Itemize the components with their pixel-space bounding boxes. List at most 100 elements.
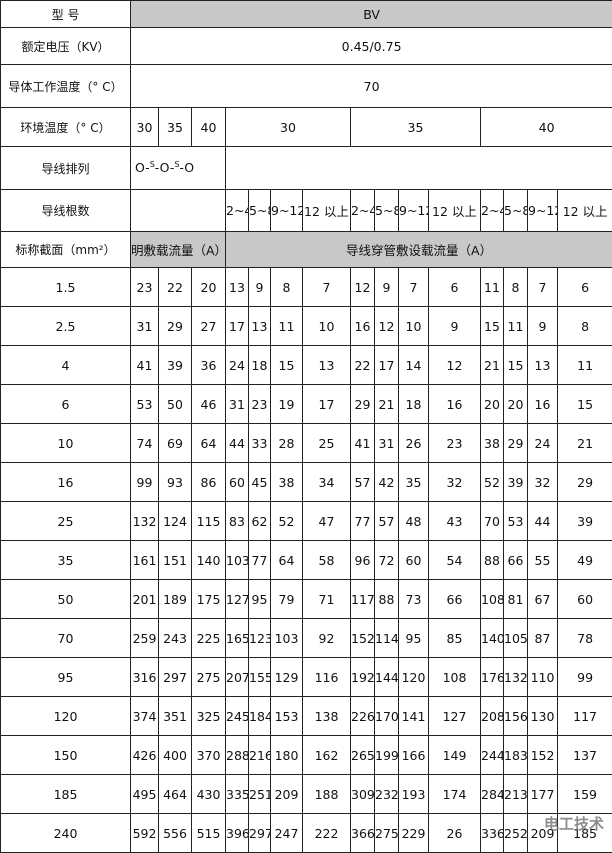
ampacity: 92 bbox=[303, 619, 351, 658]
ampacity: 35 bbox=[399, 463, 429, 502]
ampacity: 93 bbox=[159, 463, 192, 502]
ampacity: 32 bbox=[528, 463, 558, 502]
ampacity: 44 bbox=[528, 502, 558, 541]
ampacity: 45 bbox=[249, 463, 271, 502]
ampacity: 6 bbox=[558, 268, 612, 307]
ampacity: 141 bbox=[399, 697, 429, 736]
ampacity: 15 bbox=[481, 307, 504, 346]
wire-count: 2~4 bbox=[481, 190, 504, 232]
ampacity: 29 bbox=[351, 385, 375, 424]
ampacity: 60 bbox=[226, 463, 249, 502]
ampacity: 22 bbox=[351, 346, 375, 385]
row-label: 导线根数 bbox=[1, 190, 131, 232]
ampacity: 8 bbox=[504, 268, 528, 307]
ampacity: 275 bbox=[192, 658, 226, 697]
ampacity: 189 bbox=[159, 580, 192, 619]
ampacity: 174 bbox=[429, 775, 481, 814]
ampacity: 38 bbox=[481, 424, 504, 463]
ampacity: 29 bbox=[504, 424, 528, 463]
wire-count: 5~8 bbox=[375, 190, 399, 232]
ampacity: 12 bbox=[351, 268, 375, 307]
ampacity: 29 bbox=[159, 307, 192, 346]
pipe-header: 导线穿管敷设载流量（A） bbox=[226, 232, 612, 268]
ampacity: 14 bbox=[399, 346, 429, 385]
ampacity: 85 bbox=[429, 619, 481, 658]
ampacity: 149 bbox=[429, 736, 481, 775]
model: BV bbox=[131, 1, 612, 28]
ampacity: 50 bbox=[159, 385, 192, 424]
ampacity: 137 bbox=[558, 736, 612, 775]
section: 95 bbox=[1, 658, 131, 697]
ampacity: 64 bbox=[192, 424, 226, 463]
ampacity: 225 bbox=[192, 619, 226, 658]
ampacity: 166 bbox=[399, 736, 429, 775]
ampacity: 316 bbox=[131, 658, 159, 697]
ampacity: 105 bbox=[504, 619, 528, 658]
section: 240 bbox=[1, 814, 131, 853]
ampacity: 132 bbox=[131, 502, 159, 541]
section: 120 bbox=[1, 697, 131, 736]
ampacity: 9 bbox=[375, 268, 399, 307]
ampacity: 153 bbox=[271, 697, 303, 736]
wire-count: 9~12 bbox=[399, 190, 429, 232]
ampacity: 175 bbox=[192, 580, 226, 619]
ampacity: 130 bbox=[528, 697, 558, 736]
ampacity: 39 bbox=[504, 463, 528, 502]
ampacity: 21 bbox=[375, 385, 399, 424]
ampacity: 117 bbox=[351, 580, 375, 619]
wire-count: 12 以上 bbox=[558, 190, 612, 232]
ampacity: 23 bbox=[429, 424, 481, 463]
ampacity: 73 bbox=[399, 580, 429, 619]
ampacity: 23 bbox=[131, 268, 159, 307]
row-label: 环境温度（° C） bbox=[1, 108, 131, 147]
ampacity: 213 bbox=[504, 775, 528, 814]
ampacity: 297 bbox=[249, 814, 271, 853]
section: 70 bbox=[1, 619, 131, 658]
ampacity: 43 bbox=[429, 502, 481, 541]
ampacity: 162 bbox=[303, 736, 351, 775]
open-header: 明敷载流量（A） bbox=[131, 232, 226, 268]
row-label: 导体工作温度（° C） bbox=[1, 65, 131, 108]
ampacity: 95 bbox=[249, 580, 271, 619]
ampacity: 28 bbox=[271, 424, 303, 463]
ampacity: 38 bbox=[271, 463, 303, 502]
ampacity: 53 bbox=[504, 502, 528, 541]
ampacity: 49 bbox=[558, 541, 612, 580]
ampacity: 57 bbox=[351, 463, 375, 502]
ampacity: 55 bbox=[528, 541, 558, 580]
temperature: 30 bbox=[131, 108, 159, 147]
ampacity: 34 bbox=[303, 463, 351, 502]
section: 10 bbox=[1, 424, 131, 463]
watermark: 电工技术 bbox=[544, 813, 604, 834]
ampacity: 10 bbox=[399, 307, 429, 346]
ampacity: 151 bbox=[159, 541, 192, 580]
ampacity: 20 bbox=[481, 385, 504, 424]
arrangement-part: -O- bbox=[155, 161, 175, 176]
ampacity: 31 bbox=[375, 424, 399, 463]
wire-count: 9~12 bbox=[271, 190, 303, 232]
ampacity: 495 bbox=[131, 775, 159, 814]
ampacity: 66 bbox=[504, 541, 528, 580]
wire-count: 12 以上 bbox=[429, 190, 481, 232]
blank bbox=[131, 190, 226, 232]
ampacity: 201 bbox=[131, 580, 159, 619]
wire-count: 2~4 bbox=[351, 190, 375, 232]
arrangement-part: -O bbox=[179, 161, 194, 176]
ampacity: 132 bbox=[504, 658, 528, 697]
ampacity: 309 bbox=[351, 775, 375, 814]
ampacity: 183 bbox=[504, 736, 528, 775]
wire-count: 9~12 bbox=[528, 190, 558, 232]
ampacity: 152 bbox=[528, 736, 558, 775]
ampacity: 6 bbox=[429, 268, 481, 307]
ampacity: 275 bbox=[375, 814, 399, 853]
ampacity: 216 bbox=[249, 736, 271, 775]
ampacity: 24 bbox=[528, 424, 558, 463]
ampacity: 32 bbox=[429, 463, 481, 502]
ampacity: 16 bbox=[351, 307, 375, 346]
